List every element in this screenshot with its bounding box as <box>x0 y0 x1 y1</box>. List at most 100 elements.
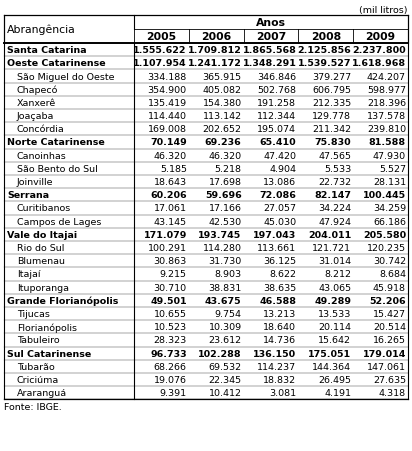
Text: 18.640: 18.640 <box>263 322 296 331</box>
Text: 175.051: 175.051 <box>308 349 351 358</box>
Text: 72.086: 72.086 <box>260 191 296 200</box>
Text: 147.061: 147.061 <box>367 362 406 371</box>
Text: (mil litros): (mil litros) <box>360 6 408 15</box>
Text: 96.733: 96.733 <box>150 349 187 358</box>
Text: 46.588: 46.588 <box>260 296 296 305</box>
Text: 27.057: 27.057 <box>263 204 296 213</box>
Text: 30.710: 30.710 <box>154 283 187 292</box>
Text: 10.309: 10.309 <box>208 322 241 331</box>
Text: 42.530: 42.530 <box>208 217 241 226</box>
Text: Chapecó: Chapecó <box>17 85 59 95</box>
Text: 31.014: 31.014 <box>318 257 351 266</box>
Text: 59.696: 59.696 <box>205 191 241 200</box>
Text: 2.125.856: 2.125.856 <box>297 46 351 55</box>
Text: 46.320: 46.320 <box>154 152 187 161</box>
Text: 81.588: 81.588 <box>369 138 406 147</box>
Text: 10.523: 10.523 <box>154 322 187 331</box>
Text: 43.675: 43.675 <box>205 296 241 305</box>
Text: 18.643: 18.643 <box>154 178 187 187</box>
Text: 52.206: 52.206 <box>370 296 406 305</box>
Text: 202.652: 202.652 <box>203 125 241 134</box>
Text: 82.147: 82.147 <box>314 191 351 200</box>
Text: 4.191: 4.191 <box>324 388 351 397</box>
Text: 102.288: 102.288 <box>198 349 241 358</box>
Text: 15.642: 15.642 <box>318 336 351 345</box>
Text: 38.635: 38.635 <box>263 283 296 292</box>
Text: 8.903: 8.903 <box>215 270 241 279</box>
Text: 502.768: 502.768 <box>258 86 296 95</box>
Text: 2009: 2009 <box>365 32 396 42</box>
Text: 2007: 2007 <box>256 32 286 42</box>
Text: 100.445: 100.445 <box>363 191 406 200</box>
Text: 204.011: 204.011 <box>308 230 351 239</box>
Text: 1.865.568: 1.865.568 <box>243 46 296 55</box>
Text: 114.280: 114.280 <box>203 244 241 253</box>
Text: Xanxerê: Xanxerê <box>17 99 56 108</box>
Text: Canoinhas: Canoinhas <box>17 152 67 161</box>
Text: 20.114: 20.114 <box>318 322 351 331</box>
Text: 2006: 2006 <box>201 32 231 42</box>
Text: 47.420: 47.420 <box>263 152 296 161</box>
Text: 193.745: 193.745 <box>198 230 241 239</box>
Text: 354.900: 354.900 <box>147 86 187 95</box>
Text: 9.215: 9.215 <box>160 270 187 279</box>
Text: 34.224: 34.224 <box>318 204 351 213</box>
Text: Oeste Catarinense: Oeste Catarinense <box>7 59 105 68</box>
Text: 239.810: 239.810 <box>367 125 406 134</box>
Text: 137.578: 137.578 <box>367 112 406 121</box>
Text: 36.125: 36.125 <box>263 257 296 266</box>
Text: Serrana: Serrana <box>7 191 49 200</box>
Text: 2.237.800: 2.237.800 <box>352 46 406 55</box>
Text: Sul Catarinense: Sul Catarinense <box>7 349 91 358</box>
Text: Tabuleiro: Tabuleiro <box>17 336 60 345</box>
Text: 30.863: 30.863 <box>154 257 187 266</box>
Text: 68.266: 68.266 <box>154 362 187 371</box>
Text: Grande Florianópolis: Grande Florianópolis <box>7 296 118 305</box>
Text: Abrangência: Abrangência <box>7 25 76 35</box>
Text: 100.291: 100.291 <box>148 244 187 253</box>
Text: 22.345: 22.345 <box>208 375 241 384</box>
Text: 49.501: 49.501 <box>150 296 187 305</box>
Text: 135.419: 135.419 <box>147 99 187 108</box>
Text: 34.259: 34.259 <box>373 204 406 213</box>
Text: 8.684: 8.684 <box>379 270 406 279</box>
Text: Joaçaba: Joaçaba <box>17 112 54 121</box>
Text: 1.107.954: 1.107.954 <box>133 59 187 68</box>
Text: 218.396: 218.396 <box>367 99 406 108</box>
Text: 43.065: 43.065 <box>318 283 351 292</box>
Text: 5.533: 5.533 <box>324 165 351 174</box>
Text: Tubarão: Tubarão <box>17 362 55 371</box>
Text: 38.831: 38.831 <box>208 283 241 292</box>
Text: 28.131: 28.131 <box>373 178 406 187</box>
Text: Blumenau: Blumenau <box>17 257 65 266</box>
Text: 154.380: 154.380 <box>202 99 241 108</box>
Text: 112.344: 112.344 <box>257 112 296 121</box>
Text: 10.412: 10.412 <box>208 388 241 397</box>
Text: 60.206: 60.206 <box>150 191 187 200</box>
Text: 16.265: 16.265 <box>373 336 406 345</box>
Text: São Miguel do Oeste: São Miguel do Oeste <box>17 72 115 81</box>
Text: 197.043: 197.043 <box>253 230 296 239</box>
Text: Itajaí: Itajaí <box>17 270 40 279</box>
Text: 8.622: 8.622 <box>269 270 296 279</box>
Text: 9.754: 9.754 <box>215 309 241 318</box>
Text: Fonte: IBGE.: Fonte: IBGE. <box>4 402 62 411</box>
Text: 8.212: 8.212 <box>324 270 351 279</box>
Text: 1.709.812: 1.709.812 <box>188 46 241 55</box>
Text: 75.830: 75.830 <box>315 138 351 147</box>
Text: 5.527: 5.527 <box>379 165 406 174</box>
Text: 9.391: 9.391 <box>160 388 187 397</box>
Text: 346.846: 346.846 <box>257 72 296 81</box>
Text: 3.081: 3.081 <box>269 388 296 397</box>
Text: 169.008: 169.008 <box>148 125 187 134</box>
Text: Santa Catarina: Santa Catarina <box>7 46 87 55</box>
Text: 14.736: 14.736 <box>263 336 296 345</box>
Text: 405.082: 405.082 <box>203 86 241 95</box>
Text: 65.410: 65.410 <box>260 138 296 147</box>
Text: 179.014: 179.014 <box>363 349 406 358</box>
Text: 15.427: 15.427 <box>373 309 406 318</box>
Text: Campos de Lages: Campos de Lages <box>17 217 101 226</box>
Text: Norte Catarinense: Norte Catarinense <box>7 138 105 147</box>
Text: Florianópolis: Florianópolis <box>17 322 77 332</box>
Text: 45.030: 45.030 <box>263 217 296 226</box>
